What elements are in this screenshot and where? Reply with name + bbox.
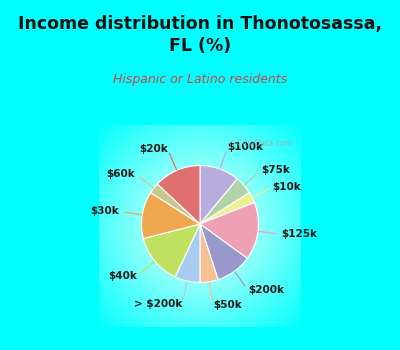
- Wedge shape: [200, 224, 218, 282]
- Wedge shape: [200, 193, 254, 224]
- Text: $50k: $50k: [213, 300, 242, 310]
- Text: $20k: $20k: [139, 144, 168, 154]
- Wedge shape: [175, 224, 200, 282]
- Wedge shape: [200, 203, 258, 258]
- Text: Hispanic or Latino residents: Hispanic or Latino residents: [113, 73, 287, 86]
- Wedge shape: [200, 224, 247, 280]
- Text: ⓘ City-Data.com: ⓘ City-Data.com: [230, 139, 292, 148]
- Wedge shape: [200, 179, 249, 224]
- Text: $100k: $100k: [228, 142, 264, 152]
- Text: $40k: $40k: [108, 271, 137, 281]
- Wedge shape: [151, 184, 200, 224]
- Text: Income distribution in Thonotosassa,
FL (%): Income distribution in Thonotosassa, FL …: [18, 15, 382, 55]
- Text: $200k: $200k: [248, 285, 284, 295]
- Wedge shape: [142, 193, 200, 239]
- Text: $60k: $60k: [107, 169, 136, 179]
- Text: $125k: $125k: [281, 229, 317, 239]
- Wedge shape: [143, 224, 200, 277]
- Text: $10k: $10k: [273, 182, 302, 192]
- Text: > $200k: > $200k: [134, 299, 182, 309]
- Wedge shape: [157, 166, 200, 224]
- Text: $75k: $75k: [261, 165, 290, 175]
- Wedge shape: [200, 166, 237, 224]
- Text: $30k: $30k: [91, 206, 119, 216]
